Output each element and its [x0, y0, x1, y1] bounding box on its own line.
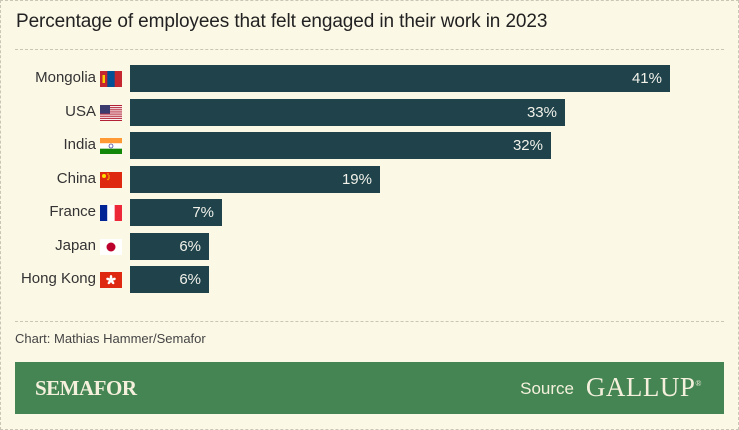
bar-row: France 7%: [0, 199, 739, 227]
category-label: China: [56, 169, 96, 187]
category-label: Mongolia: [35, 69, 96, 86]
data-label: 6%: [179, 271, 201, 288]
data-label: 32%: [512, 137, 543, 154]
data-label: 33%: [526, 103, 557, 121]
bar-row: USA 33%: [0, 98, 739, 127]
category-label: Hong Kong: [20, 270, 96, 287]
bar-row: Hong Kong 6%: [0, 266, 739, 294]
semafor-logo: SEMAFOR: [35, 376, 137, 400]
hong-kong-flag-icon: [100, 272, 122, 288]
bar: 32%: [130, 132, 551, 159]
footer-banner: SEMAFOR Source GALLUP®: [15, 362, 724, 414]
bar: 19%: [130, 165, 380, 193]
category-label: France: [49, 203, 96, 220]
bar: 33%: [130, 98, 565, 126]
bar-row: India 32%: [0, 132, 739, 160]
data-label: 19%: [341, 170, 372, 188]
france-flag-icon: [100, 205, 122, 221]
bar-row: Mongolia 41%: [0, 65, 739, 93]
bar-row: Japan 6%: [0, 232, 739, 261]
category-label: India: [63, 136, 96, 153]
bar: 6%: [130, 266, 209, 293]
bar: 6%: [130, 232, 209, 260]
data-label: 41%: [631, 70, 662, 87]
bar: 41%: [130, 65, 670, 92]
data-label: 7%: [192, 204, 214, 221]
data-label: 6%: [179, 237, 201, 255]
chart-title: Percentage of employees that felt engage…: [16, 11, 548, 32]
usa-flag-icon: [100, 104, 122, 121]
chart-credit: Chart: Mathias Hammer/Semafor: [15, 331, 206, 346]
japan-flag-icon: [100, 238, 122, 255]
registered-mark: ®: [695, 379, 702, 388]
india-flag-icon: [100, 138, 122, 154]
mongolia-flag-icon: [100, 71, 122, 87]
title-divider: [15, 49, 724, 50]
category-label: Japan: [55, 236, 96, 254]
source-label: Source: [520, 379, 574, 398]
category-label: USA: [65, 102, 96, 120]
gallup-logo: GALLUP®: [586, 372, 702, 403]
bar: 7%: [130, 199, 222, 226]
china-flag-icon: [100, 171, 122, 188]
credit-divider: [15, 321, 724, 322]
gallup-name: GALLUP: [585, 372, 696, 402]
bar-row: China 19%: [0, 165, 739, 194]
